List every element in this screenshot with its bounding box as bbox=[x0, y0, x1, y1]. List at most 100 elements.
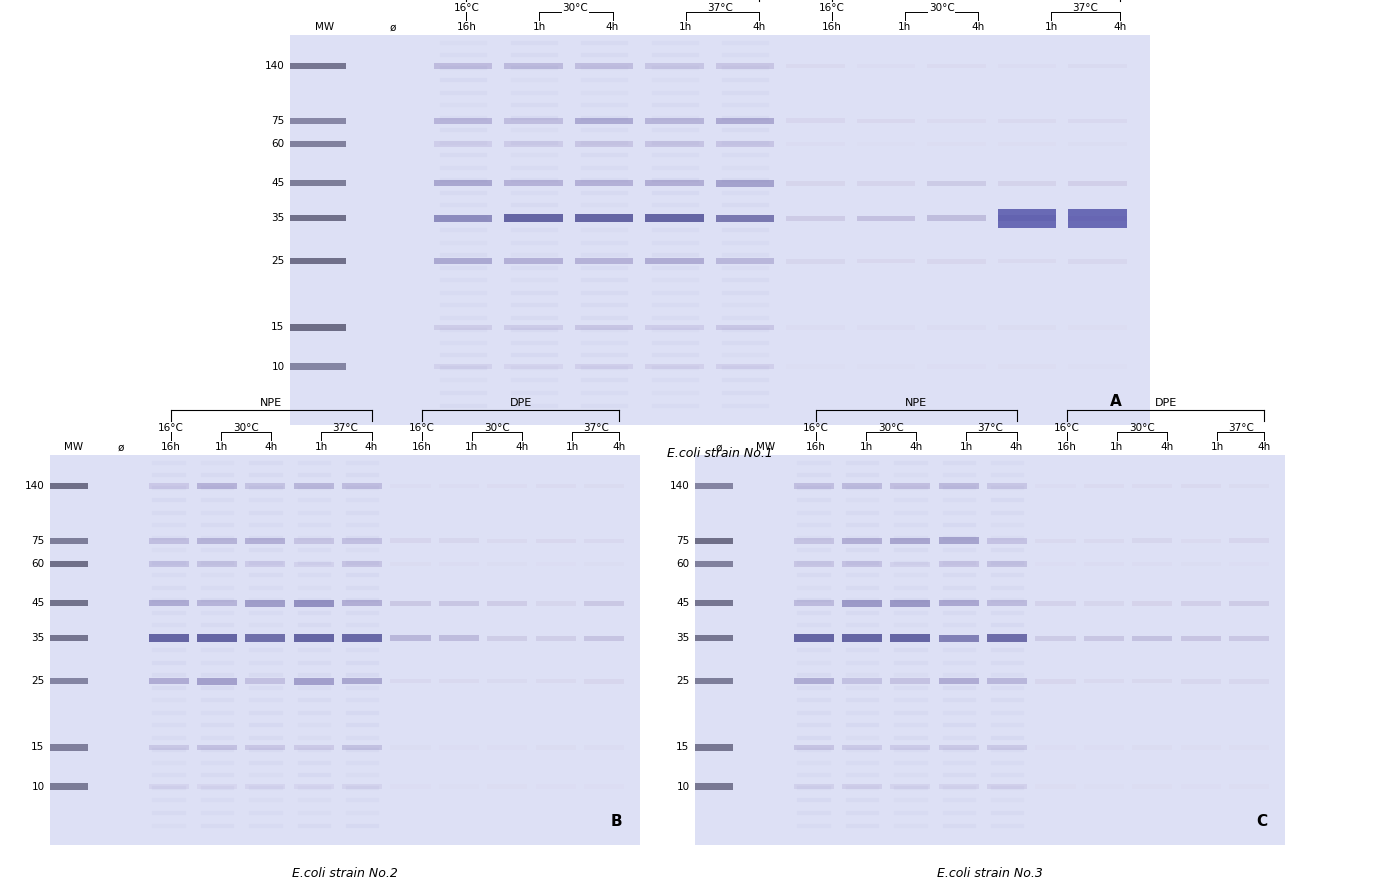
Bar bbox=[343, 600, 383, 606]
Bar bbox=[987, 483, 1026, 489]
Bar bbox=[245, 784, 285, 789]
Bar bbox=[998, 64, 1057, 69]
Bar bbox=[391, 538, 431, 543]
Bar bbox=[583, 746, 625, 749]
Bar bbox=[149, 600, 189, 606]
Text: 4h: 4h bbox=[365, 442, 378, 453]
Bar bbox=[842, 483, 882, 489]
Bar bbox=[433, 363, 493, 369]
Bar bbox=[786, 364, 845, 369]
Bar bbox=[716, 179, 775, 187]
Text: 16°C: 16°C bbox=[819, 3, 845, 13]
Text: 140: 140 bbox=[25, 481, 44, 491]
Bar bbox=[927, 325, 985, 330]
Bar bbox=[645, 258, 703, 264]
Bar bbox=[695, 561, 733, 567]
Bar bbox=[857, 259, 915, 263]
Bar bbox=[927, 142, 985, 146]
Bar bbox=[290, 180, 345, 187]
Bar bbox=[1181, 562, 1221, 566]
Bar bbox=[857, 142, 915, 146]
Bar bbox=[487, 562, 527, 566]
Text: MW: MW bbox=[757, 442, 775, 453]
Text: 16h: 16h bbox=[161, 442, 180, 453]
Bar bbox=[890, 784, 930, 789]
Bar bbox=[786, 181, 845, 186]
Bar bbox=[149, 562, 189, 567]
Text: 60: 60 bbox=[677, 559, 689, 569]
Bar bbox=[716, 258, 775, 264]
Bar bbox=[439, 784, 479, 789]
Bar bbox=[535, 784, 575, 789]
Bar bbox=[794, 784, 834, 789]
Text: E.coli strain No.3: E.coli strain No.3 bbox=[937, 867, 1043, 880]
Bar bbox=[1181, 746, 1221, 749]
Text: 1h: 1h bbox=[899, 22, 911, 32]
Bar bbox=[1229, 538, 1269, 543]
Bar bbox=[842, 745, 882, 750]
Bar bbox=[439, 679, 479, 683]
Bar bbox=[433, 63, 493, 70]
Bar bbox=[695, 745, 733, 751]
Bar bbox=[938, 562, 978, 567]
Bar bbox=[857, 64, 915, 69]
Text: 4h: 4h bbox=[1113, 22, 1127, 32]
Bar bbox=[391, 562, 431, 566]
Text: 1h: 1h bbox=[860, 442, 872, 453]
Text: 30°C: 30°C bbox=[484, 422, 510, 433]
Bar bbox=[290, 363, 345, 370]
Bar bbox=[50, 538, 88, 544]
Text: NPE: NPE bbox=[260, 397, 282, 408]
Text: 25: 25 bbox=[676, 676, 689, 686]
Bar bbox=[938, 635, 978, 642]
Bar bbox=[197, 600, 237, 606]
Bar bbox=[857, 215, 915, 221]
Bar bbox=[439, 636, 479, 641]
Bar bbox=[391, 601, 431, 605]
Text: 16h: 16h bbox=[806, 442, 826, 453]
Bar bbox=[1035, 746, 1076, 749]
Text: 1h: 1h bbox=[315, 442, 327, 453]
Bar bbox=[1035, 562, 1076, 566]
Bar bbox=[487, 636, 527, 641]
Bar bbox=[842, 600, 882, 606]
Bar bbox=[1229, 562, 1269, 566]
Bar bbox=[927, 64, 985, 69]
Text: DPE: DPE bbox=[509, 397, 531, 408]
Bar bbox=[794, 562, 834, 567]
Bar bbox=[786, 142, 845, 146]
Text: 1h: 1h bbox=[1110, 442, 1123, 453]
Text: 10: 10 bbox=[32, 781, 44, 791]
Bar bbox=[890, 562, 930, 567]
Bar bbox=[504, 63, 563, 70]
Bar bbox=[439, 484, 479, 488]
Bar bbox=[535, 538, 575, 543]
Bar bbox=[1084, 636, 1124, 641]
Bar bbox=[343, 678, 383, 684]
Bar bbox=[197, 562, 237, 567]
Bar bbox=[1181, 538, 1221, 543]
Bar bbox=[938, 483, 978, 489]
Bar bbox=[197, 483, 237, 489]
Bar bbox=[987, 784, 1026, 789]
Bar bbox=[695, 483, 733, 489]
Text: 35: 35 bbox=[676, 633, 689, 643]
Bar bbox=[197, 538, 237, 544]
Bar bbox=[50, 745, 88, 751]
Bar bbox=[487, 746, 527, 749]
Bar bbox=[487, 538, 527, 543]
Text: 1h: 1h bbox=[533, 22, 546, 32]
Bar bbox=[504, 118, 563, 124]
Bar bbox=[1181, 601, 1221, 605]
Bar bbox=[433, 118, 493, 124]
Bar bbox=[695, 783, 733, 789]
Bar bbox=[645, 118, 703, 124]
Bar bbox=[1132, 562, 1172, 566]
Bar bbox=[1068, 119, 1127, 123]
Text: 4h: 4h bbox=[516, 442, 528, 453]
Text: 75: 75 bbox=[271, 116, 285, 126]
Text: 16h: 16h bbox=[457, 22, 476, 32]
Text: 4h: 4h bbox=[971, 22, 985, 32]
Bar bbox=[786, 64, 845, 69]
Bar bbox=[987, 600, 1026, 606]
